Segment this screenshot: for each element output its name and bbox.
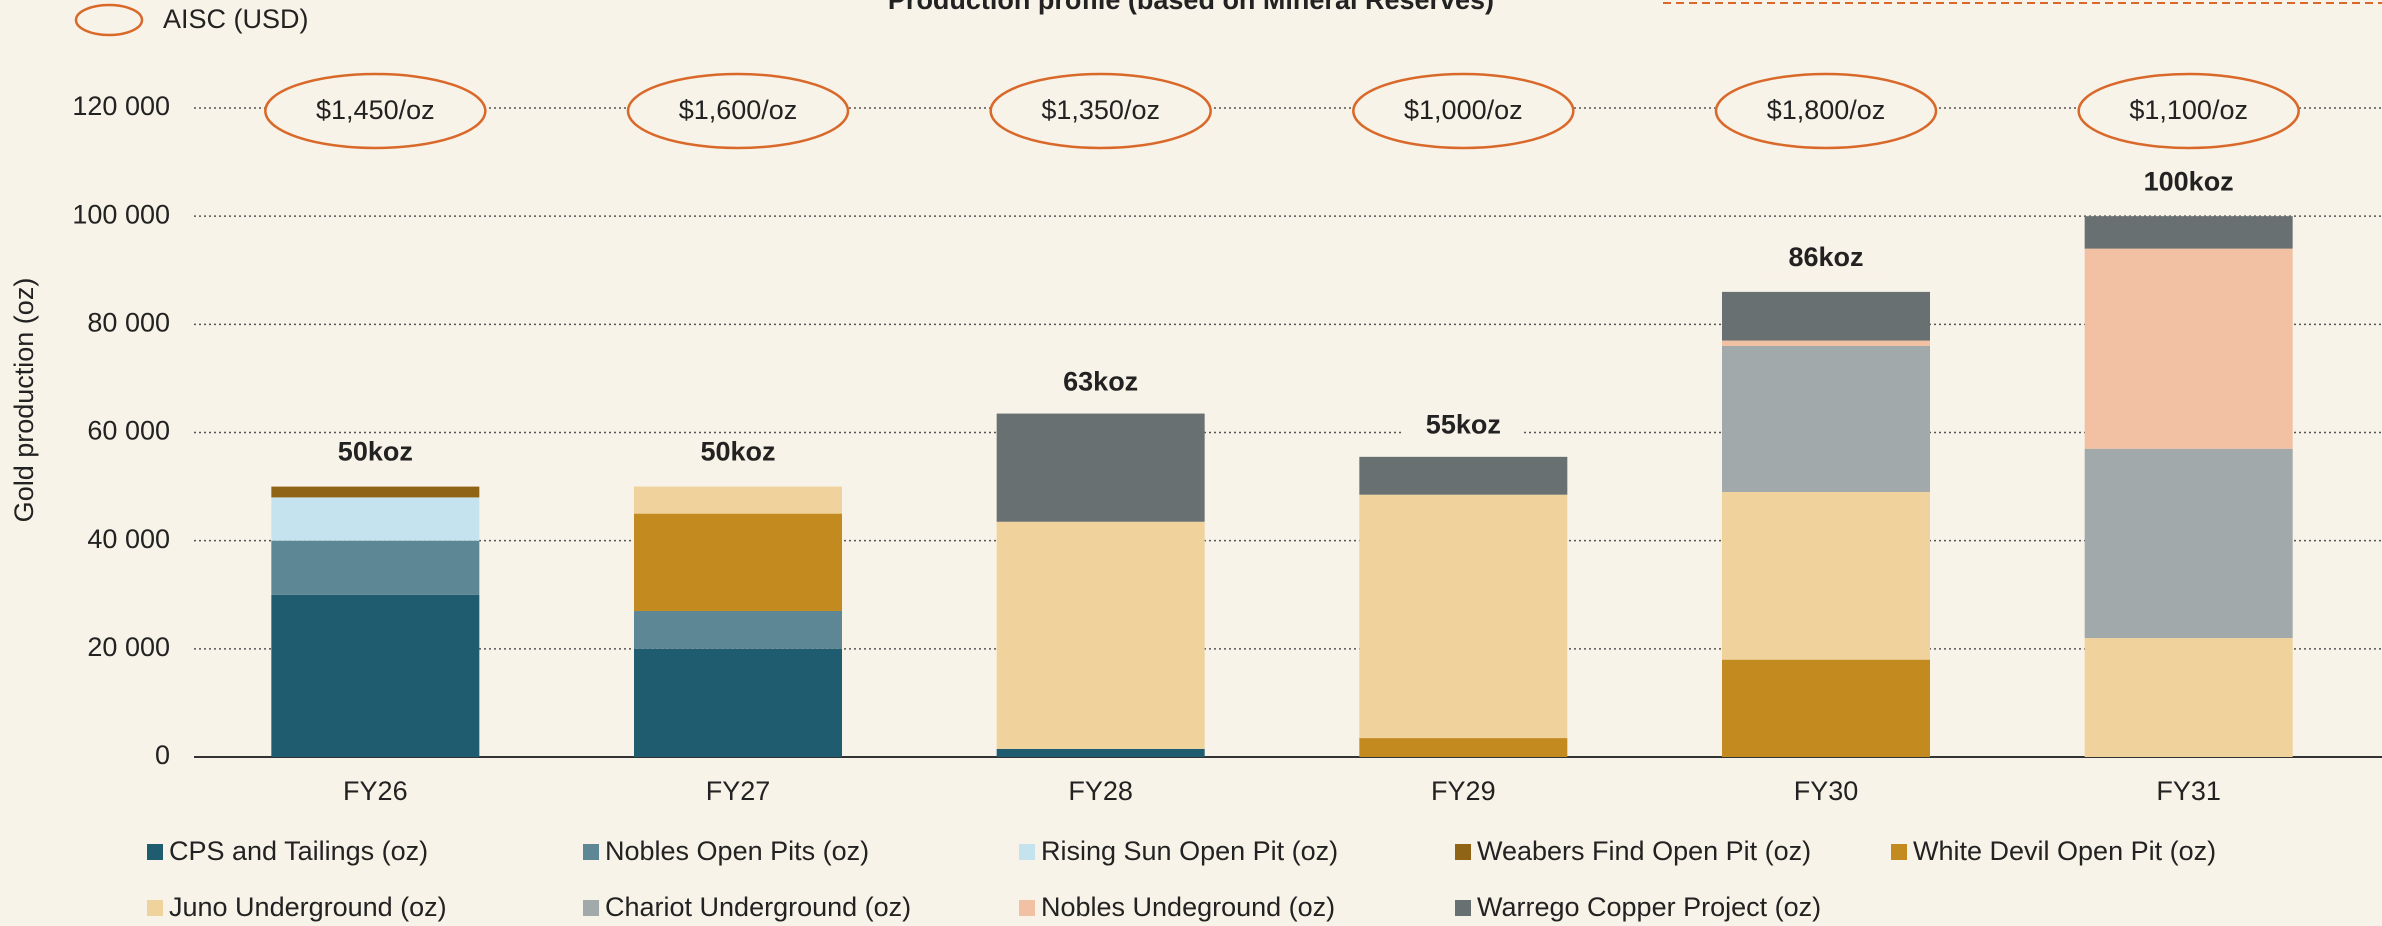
- aisc-ellipse: [989, 72, 1212, 150]
- bar-segment: [271, 540, 480, 595]
- bar-segment: [1722, 491, 1930, 660]
- legend-label: Juno Underground (oz): [169, 892, 447, 922]
- legend-label: Nobles Open Pits (oz): [605, 836, 869, 866]
- x-tick-label: FY31: [2156, 776, 2221, 806]
- total-label-bg: [1766, 240, 1886, 277]
- bar-segment: [271, 594, 480, 757]
- bar-segment: [634, 648, 842, 757]
- bar-segment: [634, 486, 842, 514]
- total-label: 86koz: [1788, 242, 1863, 272]
- y-tick-label: 60 000: [87, 416, 170, 446]
- total-label: 100koz: [2144, 166, 2234, 196]
- legend-swatch: [583, 844, 599, 860]
- aisc-ellipse: [626, 72, 850, 150]
- y-axis-label: Gold production (oz): [9, 278, 39, 523]
- aisc-ellipse: [2077, 72, 2300, 150]
- legend-label: White Devil Open Pit (oz): [1913, 836, 2216, 866]
- x-tick-label: FY26: [343, 776, 408, 806]
- bar-segment: [1722, 340, 1930, 346]
- total-label: 55koz: [1426, 410, 1501, 440]
- bar-segment: [1722, 291, 1930, 341]
- bar-segment: [2084, 216, 2293, 249]
- x-tick-label: FY30: [1794, 776, 1859, 806]
- chart-title: Production profile (based on Mineral Res…: [888, 0, 1494, 15]
- bar-segment: [996, 521, 1205, 749]
- legend-swatch: [583, 900, 599, 916]
- legend-label: Rising Sun Open Pit (oz): [1041, 836, 1338, 866]
- bar-segment: [996, 748, 1205, 757]
- legend-swatch: [1891, 844, 1907, 860]
- legend-swatch: [1019, 844, 1035, 860]
- total-label: 50koz: [700, 437, 775, 467]
- x-tick-label: FY28: [1068, 776, 1133, 806]
- bar-segment: [1359, 738, 1568, 757]
- legend-swatch: [147, 844, 163, 860]
- legend-swatch: [147, 900, 163, 916]
- y-tick-label: 100 000: [72, 199, 170, 229]
- bar-segment: [2084, 448, 2293, 639]
- y-tick-label: 20 000: [87, 632, 170, 662]
- aisc-label: $1,100/oz: [2129, 95, 2248, 125]
- bar-segment: [2084, 638, 2293, 757]
- legend-swatch: [1455, 844, 1471, 860]
- bar-segment: [634, 610, 842, 649]
- x-tick-label: FY29: [1431, 776, 1496, 806]
- bar-segment: [271, 486, 480, 498]
- aisc-ellipse: [264, 72, 487, 150]
- total-label-bg: [678, 435, 798, 472]
- total-label-bg: [2128, 165, 2249, 202]
- aisc-ellipse: [1352, 72, 1575, 150]
- bar-segment: [1722, 345, 1930, 492]
- aisc-label: $1,000/oz: [1404, 95, 1523, 125]
- total-label: 50koz: [338, 437, 413, 467]
- legend-label: Chariot Underground (oz): [605, 892, 911, 922]
- y-tick-label: 0: [155, 740, 170, 770]
- bar-segment: [271, 497, 480, 541]
- bar-segment: [1722, 659, 1930, 757]
- total-label: 63koz: [1063, 366, 1138, 396]
- legend-label: Nobles Undeground (oz): [1041, 892, 1335, 922]
- total-label-bg: [1403, 408, 1524, 445]
- aisc-label: $1,450/oz: [316, 95, 435, 125]
- x-tick-label: FY27: [706, 776, 771, 806]
- aisc-legend-symbol: [74, 3, 144, 37]
- aisc-label: $1,800/oz: [1767, 95, 1886, 125]
- legend-swatch: [1019, 900, 1035, 916]
- y-tick-label: 40 000: [87, 524, 170, 554]
- total-label-bg: [1040, 365, 1161, 402]
- y-tick-label: 80 000: [87, 307, 170, 337]
- legend-label: Warrego Copper Project (oz): [1477, 892, 1821, 922]
- bar-segment: [1359, 456, 1568, 495]
- legend-label: Weabers Find Open Pit (oz): [1477, 836, 1811, 866]
- bar-segment: [634, 513, 842, 611]
- aisc-ellipse: [1714, 72, 1938, 150]
- y-tick-label: 120 000: [72, 91, 170, 121]
- bar-segment: [996, 413, 1205, 522]
- bar-segment: [1359, 494, 1568, 739]
- aisc-legend-label: AISC (USD): [163, 4, 309, 34]
- legend-swatch: [1455, 900, 1471, 916]
- total-label-bg: [315, 435, 436, 472]
- aisc-label: $1,600/oz: [679, 95, 798, 125]
- legend-label: CPS and Tailings (oz): [169, 836, 428, 866]
- bar-segment: [2084, 248, 2293, 449]
- aisc-label: $1,350/oz: [1041, 95, 1160, 125]
